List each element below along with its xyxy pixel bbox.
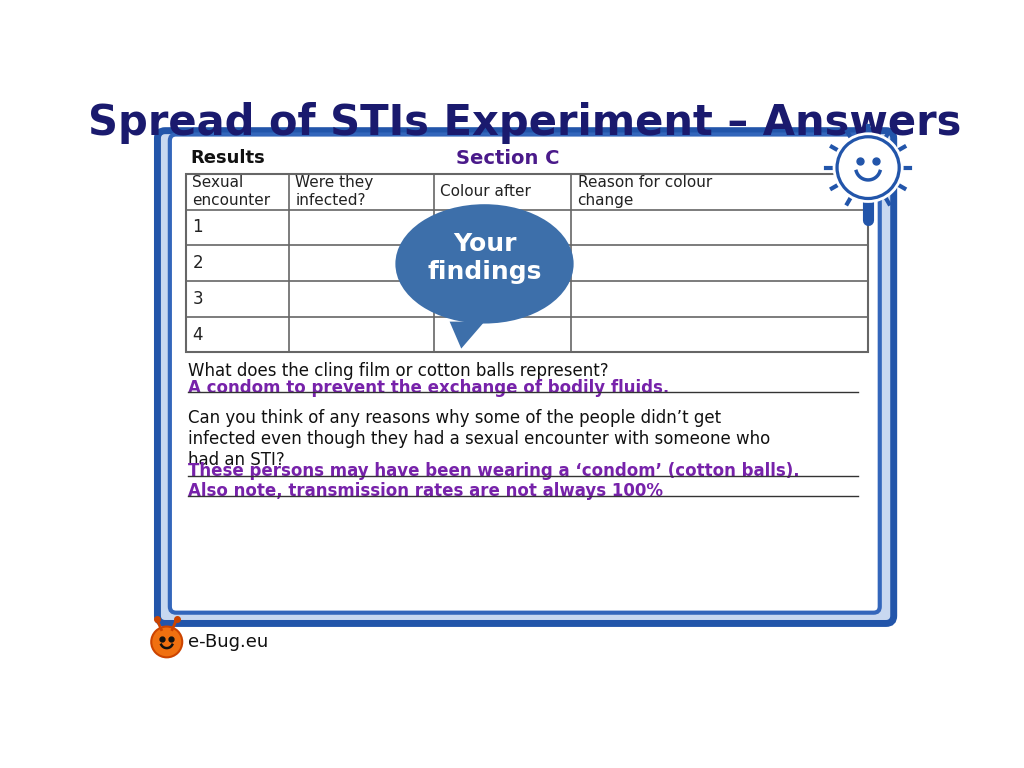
Ellipse shape (395, 204, 573, 323)
Text: Section C: Section C (456, 149, 559, 168)
FancyBboxPatch shape (170, 134, 880, 613)
Bar (186, 174, 868, 353)
Text: Spread of STIs Experiment – Answers: Spread of STIs Experiment – Answers (88, 102, 962, 144)
Circle shape (839, 138, 898, 197)
Text: These persons may have been wearing a ‘condom’ (cotton balls).: These persons may have been wearing a ‘c… (188, 462, 800, 480)
FancyBboxPatch shape (158, 131, 894, 624)
Text: Were they
infected?: Were they infected? (295, 175, 374, 208)
Text: Reason for colour
change: Reason for colour change (578, 175, 712, 208)
Text: Sexual
encounter: Sexual encounter (193, 175, 270, 208)
Polygon shape (450, 322, 484, 349)
Text: 4: 4 (193, 326, 203, 343)
Text: Also note, transmission rates are not always 100%: Also note, transmission rates are not al… (188, 482, 664, 500)
Text: A condom to prevent the exchange of bodily fluids.: A condom to prevent the exchange of bodi… (188, 379, 670, 396)
Text: 3: 3 (193, 290, 203, 308)
Text: Results: Results (190, 150, 265, 167)
Text: Colour after: Colour after (440, 184, 531, 199)
Text: What does the cling film or cotton balls represent?: What does the cling film or cotton balls… (188, 362, 609, 379)
Circle shape (834, 134, 902, 201)
Text: e-Bug.eu: e-Bug.eu (188, 633, 268, 651)
Circle shape (152, 627, 182, 657)
Text: 1: 1 (193, 218, 203, 237)
Text: Your
findings: Your findings (427, 232, 542, 283)
Text: Can you think of any reasons why some of the people didn’t get
infected even tho: Can you think of any reasons why some of… (188, 409, 771, 469)
Text: 2: 2 (193, 254, 203, 272)
